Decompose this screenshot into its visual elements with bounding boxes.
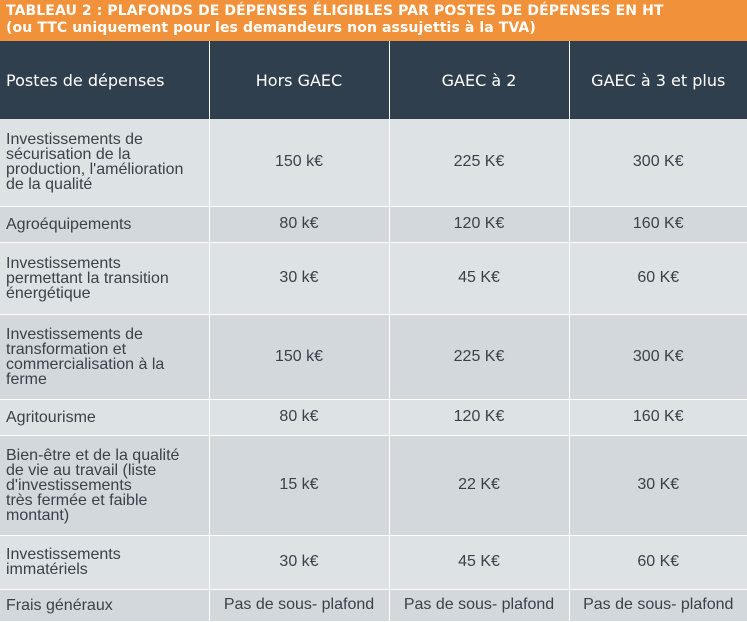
cell-hors-gaec: 15 k€ (209, 435, 390, 536)
cell-gaec-2: 225 K€ (389, 119, 570, 207)
row-label: Agritourisme (0, 399, 210, 436)
header-postes-de-depenses: Postes de dépenses (0, 41, 210, 119)
header-gaec-2: GAEC à 2 (389, 41, 570, 119)
table-header-row: Postes de dépenses Hors GAEC GAEC à 2 GA… (0, 41, 747, 119)
row-label: Investissements permettant la transition… (0, 242, 210, 315)
cell-gaec-2: 45 K€ (389, 242, 570, 315)
table-title: TABLEAU 2 : PLAFONDS DE DÉPENSES ÉLIGIBL… (0, 0, 747, 41)
row-label: Frais généraux (0, 589, 210, 622)
table-row: Investissements de sécurisation de la pr… (0, 119, 747, 207)
cell-hors-gaec: 80 k€ (209, 399, 390, 436)
cell-gaec-2: 225 K€ (389, 314, 570, 400)
row-label: Investissements de sécurisation de la pr… (0, 119, 210, 207)
table-row: Investissements permettant la transition… (0, 242, 747, 315)
cell-gaec-2: Pas de sous- plafond (389, 589, 570, 622)
row-label: Agroéquipements (0, 206, 210, 243)
cell-hors-gaec: 30 k€ (209, 242, 390, 315)
cell-gaec-2: 120 K€ (389, 206, 570, 243)
table-title-line-2: (ou TTC uniquement pour les demandeurs n… (6, 20, 536, 36)
row-label: Investissements de transformation et com… (0, 314, 210, 400)
table-row: Agroéquipements 80 k€ 120 K€ 160 K€ (0, 206, 747, 243)
table-row: Investissements de transformation et com… (0, 314, 747, 400)
table-row: Bien-être et de la qualité de vie au tra… (0, 435, 747, 536)
cell-gaec-3-plus: 60 K€ (569, 535, 747, 590)
cell-gaec-3-plus: 60 K€ (569, 242, 747, 315)
row-label: Investissements immatériels (0, 535, 210, 590)
table-title-line-1: TABLEAU 2 : PLAFONDS DE DÉPENSES ÉLIGIBL… (6, 3, 664, 19)
cell-gaec-2: 22 K€ (389, 435, 570, 536)
cell-gaec-2: 45 K€ (389, 535, 570, 590)
header-hors-gaec: Hors GAEC (209, 41, 390, 119)
cell-hors-gaec: 30 k€ (209, 535, 390, 590)
header-gaec-3-plus: GAEC à 3 et plus (569, 41, 747, 119)
cell-gaec-3-plus: 30 K€ (569, 435, 747, 536)
cell-gaec-2: 120 K€ (389, 399, 570, 436)
cell-hors-gaec: 150 k€ (209, 314, 390, 400)
table-row: Investissements immatériels 30 k€ 45 K€ … (0, 535, 747, 590)
cell-gaec-3-plus: 160 K€ (569, 399, 747, 436)
cell-gaec-3-plus: 300 K€ (569, 314, 747, 400)
cell-gaec-3-plus: 160 K€ (569, 206, 747, 243)
cell-hors-gaec: 80 k€ (209, 206, 390, 243)
cell-hors-gaec: Pas de sous- plafond (209, 589, 390, 622)
expense-ceiling-table: Postes de dépenses Hors GAEC GAEC à 2 GA… (0, 41, 747, 622)
table-row: Frais généraux Pas de sous- plafond Pas … (0, 589, 747, 622)
cell-gaec-3-plus: 300 K€ (569, 119, 747, 207)
cell-hors-gaec: 150 k€ (209, 119, 390, 207)
cell-gaec-3-plus: Pas de sous- plafond (569, 589, 747, 622)
row-label: Bien-être et de la qualité de vie au tra… (0, 435, 210, 536)
table-row: Agritourisme 80 k€ 120 K€ 160 K€ (0, 399, 747, 436)
